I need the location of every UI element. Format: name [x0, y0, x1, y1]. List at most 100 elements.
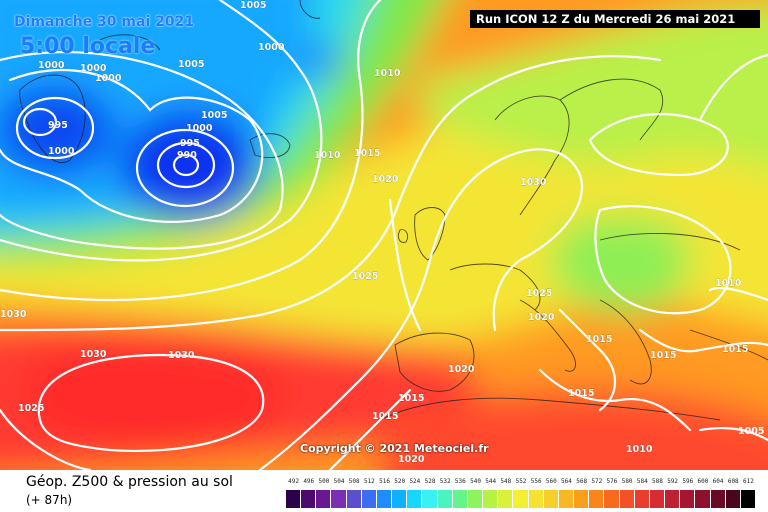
color-scale-swatch [695, 490, 711, 508]
color-scale-labels: 492 496 500 504 508 512 516 520 524 528 532 536 540 5… [286, 478, 756, 488]
isobar-label: 1015 [372, 411, 398, 422]
isobar-label: 1030 [0, 309, 27, 320]
geopotential-field [0, 0, 768, 470]
color-scale-swatch [680, 490, 696, 508]
color-scale-label: 540 [470, 478, 481, 485]
color-scale-swatch [483, 490, 499, 508]
isobar-label: 1010 [715, 278, 742, 289]
color-scale-swatch [361, 490, 377, 508]
forecast-date: Dimanche 30 mai 2021 [14, 14, 195, 30]
color-scale-label: 496 [303, 478, 315, 485]
color-scale-label: 612 [742, 478, 754, 485]
color-scale-swatch [286, 490, 302, 508]
isobar-label: 1020 [398, 454, 425, 465]
weather-map: 1005 1000 1000 1000 995 1000 1005 1000 9… [0, 0, 768, 470]
color-scale-swatch [574, 490, 590, 508]
copyright-notice: Copyright © 2021 Meteociel.fr [300, 442, 489, 455]
isobars [0, 0, 768, 470]
isobar-label: 1015 [722, 344, 748, 355]
color-scale-swatch [316, 490, 332, 508]
color-scale-swatch [528, 490, 544, 508]
isobar-label: 1010 [314, 150, 341, 161]
isobar-label: 1000 [48, 146, 75, 157]
color-scale-label: 576 [606, 478, 618, 485]
isobar-label: 1015 [398, 393, 424, 404]
isobar-label: 1030 [168, 350, 195, 361]
land-masses [19, 0, 768, 421]
color-scale-swatch [619, 490, 635, 508]
isobar-label: 1020 [372, 174, 399, 185]
isobar-label: 1000 [258, 42, 285, 53]
product-title: Géop. Z500 & pression au sol [26, 474, 233, 490]
color-scale-swatch [437, 490, 453, 508]
isobar-label: 1015 [586, 334, 612, 345]
color-scale-bar [286, 490, 756, 508]
isobar-label: 1015 [568, 388, 594, 399]
color-scale-swatch [589, 490, 605, 508]
color-scale-swatch [543, 490, 559, 508]
color-scale-swatch [710, 490, 726, 508]
color-scale-label: 516 [379, 478, 390, 485]
color-scale-label: 604 [712, 478, 724, 485]
color-scale-label: 504 [333, 478, 345, 485]
color-scale-swatch [665, 490, 681, 508]
isobar-label: 1010 [626, 444, 653, 455]
color-scale-label: 544 [485, 478, 497, 485]
color-scale-swatch [422, 490, 438, 508]
color-scale-label: 500 [318, 478, 330, 485]
isobar-label: 1005 [201, 110, 227, 121]
color-scale-label: 600 [697, 478, 709, 485]
color-scale-label: 588 [652, 478, 663, 485]
isobar-label: 1005 [240, 0, 266, 11]
color-scale-label: 512 [363, 478, 375, 485]
color-scale-label: 508 [348, 478, 360, 485]
isobar-label: 1000 [38, 60, 65, 71]
isobar-label: 1025 [18, 403, 44, 414]
forecast-lead-time: (+ 87h) [26, 493, 73, 507]
color-scale-swatch [740, 490, 756, 508]
color-scale-label: 524 [409, 478, 421, 485]
color-scale-swatch [558, 490, 575, 508]
color-scale-swatch [467, 490, 484, 508]
isobar-label: 1005 [178, 59, 204, 70]
color-scale-label: 556 [530, 478, 542, 485]
color-scale-swatch [301, 490, 317, 508]
isobar-label: 1015 [354, 148, 380, 159]
isobar-label: 995 [180, 138, 200, 149]
color-scale-label: 536 [454, 478, 466, 485]
color-scale-swatch [725, 490, 741, 508]
color-scale-label: 608 [727, 478, 739, 485]
color-scale-label: 552 [515, 478, 527, 485]
color-scale-swatch [346, 490, 362, 508]
color-scale-label: 532 [439, 478, 451, 485]
color-scale-label: 492 [288, 478, 300, 485]
isobar-label: 1000 [95, 73, 122, 84]
color-scale-swatch [407, 490, 423, 508]
isobar-label: 1000 [186, 123, 213, 134]
color-scale-label: 568 [576, 478, 588, 485]
color-scale-label: 596 [682, 478, 694, 485]
forecast-time: 5:00 locale [20, 34, 156, 59]
isobar-label: 1020 [448, 364, 475, 375]
isobar-label: 1020 [528, 312, 555, 323]
isobar-label: 1000 [80, 63, 107, 74]
isobar-label: 1025 [352, 271, 378, 282]
color-scale-swatch [452, 490, 468, 508]
isobar-label: 1025 [526, 288, 552, 299]
color-scale-label: 528 [424, 478, 436, 485]
isobar-label: 990 [177, 150, 197, 161]
color-scale-swatch [498, 490, 514, 508]
isobar-label: 1030 [80, 349, 107, 360]
color-scale-swatch [331, 490, 347, 508]
color-scale-label: 592 [667, 478, 679, 485]
color-scale-label: 584 [636, 478, 648, 485]
color-scale-label: 580 [621, 478, 633, 485]
color-scale-label: 564 [561, 478, 572, 485]
color-scale-swatch [634, 490, 650, 508]
isobar-label: 995 [48, 120, 68, 131]
color-scale-label: 560 [545, 478, 557, 485]
color-scale-label: 572 [591, 478, 603, 485]
model-run-banner: Run ICON 12 Z du Mercredi 26 mai 2021 [470, 10, 760, 28]
color-scale-swatch [604, 490, 620, 508]
color-scale-swatch [376, 490, 393, 508]
